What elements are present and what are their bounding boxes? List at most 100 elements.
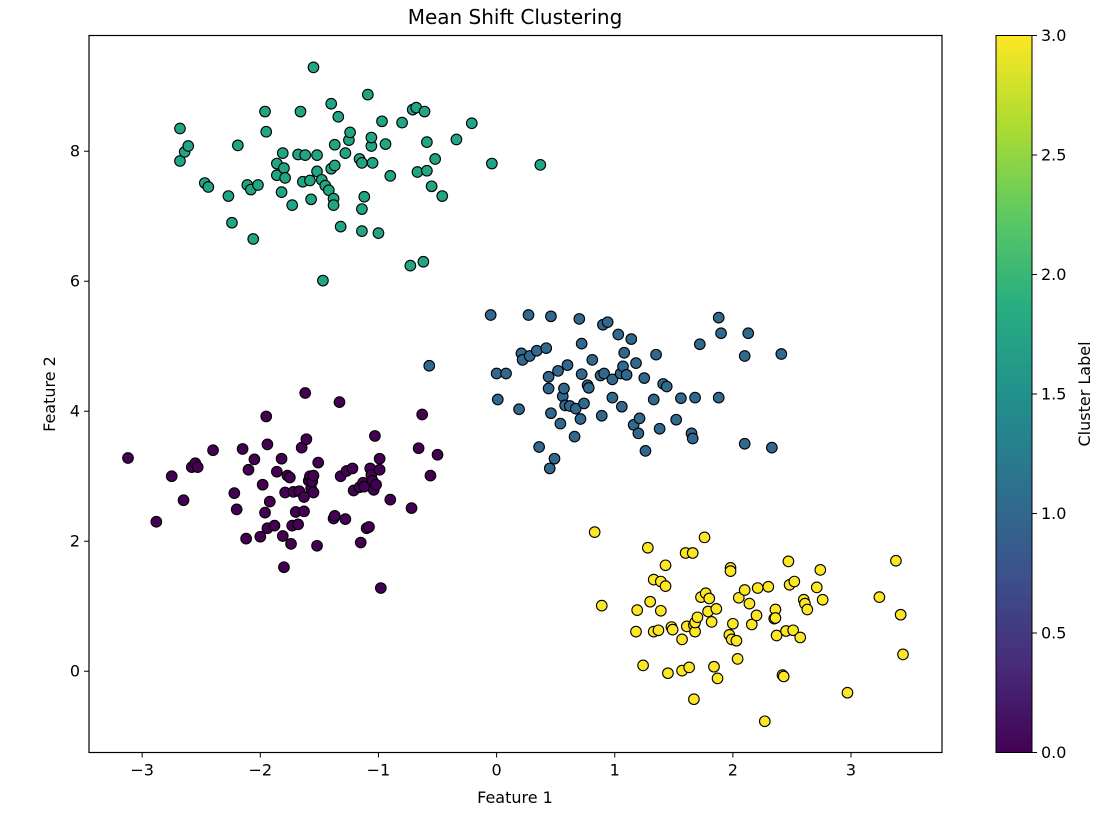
- data-point: [222, 190, 235, 202]
- data-point: [644, 595, 657, 608]
- data-point: [256, 478, 269, 491]
- data-point: [279, 172, 291, 184]
- data-point: [421, 164, 433, 177]
- x-tick-label: −3: [130, 761, 154, 780]
- data-point: [307, 61, 320, 74]
- data-point: [659, 580, 672, 592]
- data-point: [647, 393, 660, 406]
- data-point: [405, 502, 418, 514]
- y-tick-label: 4: [70, 402, 80, 421]
- data-point: [686, 547, 699, 559]
- data-point: [271, 465, 283, 478]
- data-point: [542, 370, 555, 383]
- data-point: [703, 592, 716, 605]
- data-point: [894, 608, 907, 621]
- data-point: [732, 591, 745, 604]
- data-point: [165, 470, 178, 483]
- data-point: [708, 660, 720, 673]
- data-point: [339, 147, 352, 160]
- colorbar-gradient: [995, 35, 1033, 753]
- data-point: [328, 138, 341, 151]
- data-point: [574, 413, 587, 425]
- data-point: [545, 407, 557, 420]
- data-point: [304, 174, 316, 187]
- data-point: [305, 193, 317, 206]
- data-point: [639, 445, 652, 457]
- data-point: [366, 157, 379, 169]
- colorbar: 0.0 0.5 1.0 1.5 2.0 2.5 3.0 Cluster Label: [995, 26, 1094, 762]
- data-point: [561, 359, 574, 371]
- data-point: [631, 604, 644, 616]
- data-point: [292, 518, 304, 531]
- data-point: [782, 555, 795, 568]
- data-point: [311, 539, 323, 552]
- data-point: [711, 672, 724, 685]
- x-tick-label: 2: [728, 761, 738, 780]
- data-point: [333, 396, 346, 408]
- data-point: [252, 179, 264, 191]
- data-point: [484, 309, 497, 321]
- data-point: [298, 505, 310, 518]
- data-point: [810, 581, 823, 594]
- data-point: [595, 409, 608, 422]
- data-point: [358, 190, 371, 203]
- chart-title: Mean Shift Clustering: [408, 5, 623, 29]
- data-point: [396, 116, 408, 129]
- data-point: [738, 584, 751, 596]
- data-point: [762, 580, 775, 593]
- data-point: [738, 437, 751, 450]
- data-point: [575, 368, 588, 381]
- data-point: [513, 403, 525, 416]
- data-point: [346, 462, 359, 475]
- data-point: [423, 359, 436, 372]
- data-point: [770, 629, 783, 642]
- data-point: [743, 597, 756, 610]
- data-point: [174, 155, 186, 167]
- plot-frame: [88, 34, 943, 754]
- data-point: [240, 532, 252, 545]
- data-point: [373, 452, 386, 465]
- data-point: [897, 648, 909, 661]
- data-point: [278, 561, 290, 574]
- data-point: [232, 139, 244, 152]
- y-tick-label: 2: [70, 532, 80, 551]
- data-point: [816, 593, 829, 606]
- data-point: [715, 327, 727, 340]
- data-point: [365, 131, 378, 144]
- data-point: [801, 603, 814, 616]
- data-point: [637, 659, 649, 672]
- x-tick-label: 0: [492, 761, 502, 780]
- data-point: [615, 400, 628, 413]
- data-point: [660, 380, 673, 393]
- y-tick-label: 0: [70, 662, 80, 681]
- y-tick-label: 6: [70, 272, 80, 291]
- data-point: [373, 463, 386, 476]
- data-point: [620, 368, 633, 381]
- data-point: [606, 391, 619, 404]
- data-point: [650, 348, 662, 361]
- data-point: [675, 392, 687, 405]
- x-tick-label: −2: [249, 761, 273, 780]
- data-point: [545, 310, 557, 323]
- data-point: [731, 653, 744, 665]
- data-point: [268, 519, 281, 532]
- data-point: [769, 612, 782, 624]
- data-point: [307, 486, 320, 499]
- data-point: [633, 412, 646, 425]
- data-point: [122, 452, 134, 464]
- x-axis: −3 −2 −1 0 1 2 3: [130, 752, 856, 780]
- data-point: [738, 350, 751, 362]
- data-point: [730, 634, 743, 647]
- data-point: [431, 448, 444, 461]
- data-point: [491, 393, 504, 406]
- data-point: [873, 591, 886, 603]
- data-point: [312, 456, 325, 469]
- data-point: [370, 478, 382, 491]
- data-point: [654, 604, 667, 617]
- data-point: [384, 170, 397, 182]
- data-point: [522, 309, 535, 321]
- y-tick-label: 8: [70, 142, 80, 161]
- data-point: [425, 180, 438, 193]
- data-point: [429, 153, 442, 165]
- data-point: [552, 365, 564, 377]
